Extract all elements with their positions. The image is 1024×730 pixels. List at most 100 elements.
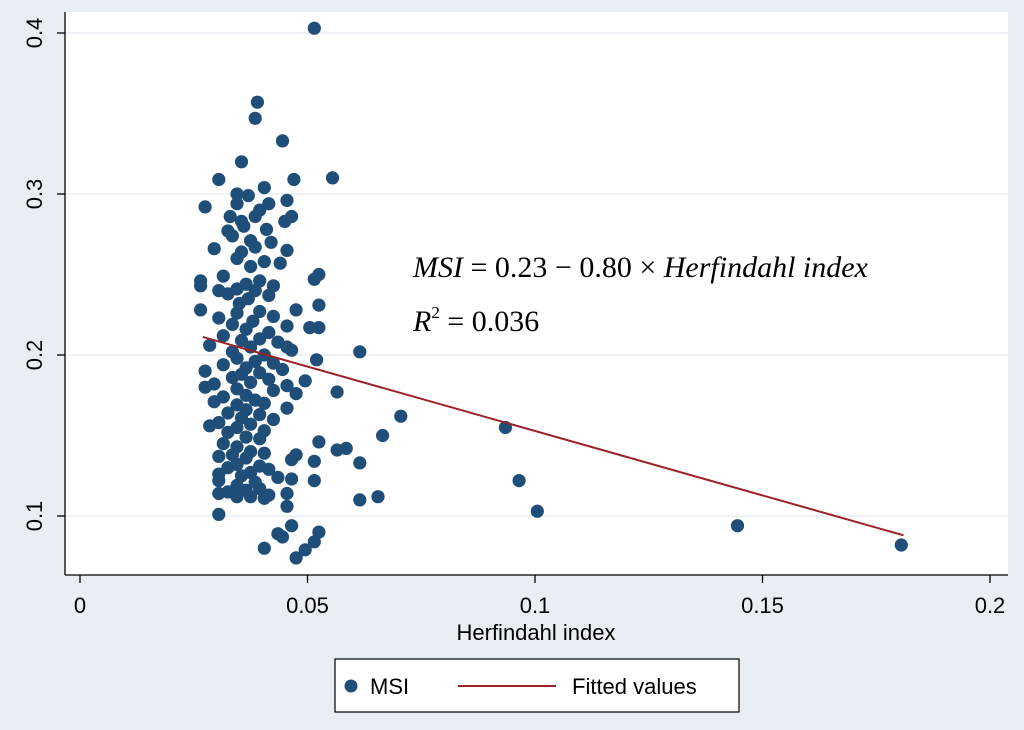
data-point <box>237 219 251 233</box>
data-point <box>307 21 321 35</box>
data-point <box>353 456 367 470</box>
data-point <box>244 417 258 431</box>
data-point <box>285 343 299 357</box>
x-tick-label: 0.05 <box>286 593 329 618</box>
data-point <box>239 322 253 336</box>
svg-text:MSI = 0.23 − 0.80 × Herfindahl: MSI = 0.23 − 0.80 × Herfindahl index <box>412 251 869 284</box>
data-point <box>273 256 287 270</box>
data-point <box>262 462 276 476</box>
data-point <box>264 235 278 249</box>
data-point <box>194 303 208 317</box>
data-point <box>257 541 271 555</box>
r2-label: R <box>412 305 431 338</box>
data-point <box>216 358 230 372</box>
data-point <box>287 172 301 187</box>
data-point <box>530 504 544 518</box>
data-point <box>253 304 267 319</box>
data-point <box>257 491 271 505</box>
x-ticks: 0 0.05 0.1 0.15 0.2 <box>74 575 1005 618</box>
r2-value: = 0.036 <box>440 305 539 338</box>
x-tick-label: 0.1 <box>520 593 551 618</box>
legend: MSI Fitted values <box>334 658 740 713</box>
data-point <box>230 187 244 201</box>
data-point <box>203 419 217 433</box>
data-point <box>253 332 267 346</box>
data-point <box>241 189 255 203</box>
data-point <box>212 449 226 463</box>
data-point <box>221 406 235 420</box>
data-point <box>280 401 294 415</box>
legend-msi-label: MSI <box>370 674 409 699</box>
data-point <box>198 380 212 394</box>
data-point <box>310 353 324 367</box>
equation-lhs: MSI <box>412 251 465 284</box>
data-point <box>353 345 367 359</box>
data-point <box>257 446 271 460</box>
data-point <box>312 435 326 449</box>
data-point <box>394 409 408 423</box>
data-point <box>512 474 526 488</box>
data-point <box>248 240 262 254</box>
data-point <box>280 499 294 513</box>
data-point <box>230 306 244 320</box>
data-point <box>289 303 303 317</box>
y-ticks: 0.1 0.2 0.3 0.4 <box>22 18 65 532</box>
data-point <box>239 430 253 444</box>
x-tick-label: 0.2 <box>975 593 1006 618</box>
data-point <box>312 298 326 312</box>
svg-text:R2 = 0.036: R2 = 0.036 <box>412 303 539 338</box>
data-point <box>234 333 249 348</box>
data-point <box>266 412 280 426</box>
data-point <box>289 387 303 401</box>
data-point <box>230 490 244 504</box>
data-point <box>280 193 294 207</box>
data-point <box>230 251 244 265</box>
scatter-points <box>194 21 908 565</box>
x-tick-label: 0.15 <box>741 593 784 618</box>
data-point <box>353 493 367 507</box>
data-point <box>307 272 321 286</box>
data-point <box>225 229 239 243</box>
data-point <box>275 530 290 544</box>
data-point <box>278 214 292 228</box>
data-point <box>216 329 230 343</box>
data-point <box>289 551 303 565</box>
data-point <box>248 209 262 224</box>
data-point <box>280 486 294 501</box>
data-point <box>216 437 230 451</box>
data-point <box>275 362 290 377</box>
data-point <box>266 309 280 323</box>
data-point <box>257 181 271 195</box>
fitted-line <box>202 336 904 537</box>
data-point <box>371 490 385 504</box>
y-tick-label: 0.1 <box>22 501 47 532</box>
data-point <box>198 364 212 378</box>
data-point <box>280 379 294 393</box>
data-point <box>376 428 390 443</box>
data-point <box>248 111 262 125</box>
data-point <box>257 396 271 410</box>
data-point <box>194 279 208 293</box>
data-point <box>894 538 908 552</box>
data-point <box>244 259 258 274</box>
data-point <box>250 95 264 109</box>
data-point <box>248 354 262 368</box>
data-point <box>230 351 244 365</box>
data-point <box>230 382 244 396</box>
data-point <box>216 269 230 283</box>
data-point <box>307 454 321 468</box>
data-point <box>212 172 226 187</box>
y-tick-label: 0.4 <box>22 18 47 49</box>
data-point <box>221 287 235 301</box>
data-point <box>253 366 267 380</box>
data-point <box>330 443 344 457</box>
data-point <box>203 338 217 352</box>
data-point <box>325 171 340 185</box>
data-point <box>730 519 745 533</box>
fitted-line-group <box>202 336 904 537</box>
data-point <box>225 370 239 385</box>
data-point <box>312 321 326 335</box>
data-point <box>280 243 294 257</box>
axes <box>64 12 1008 576</box>
